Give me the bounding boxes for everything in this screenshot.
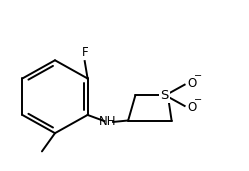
Text: −: − xyxy=(194,95,202,105)
Text: F: F xyxy=(81,46,88,59)
Text: O: O xyxy=(187,101,196,114)
Text: −: − xyxy=(194,71,202,81)
Text: O: O xyxy=(187,77,196,90)
Text: NH: NH xyxy=(99,115,117,128)
Text: S: S xyxy=(160,89,169,102)
